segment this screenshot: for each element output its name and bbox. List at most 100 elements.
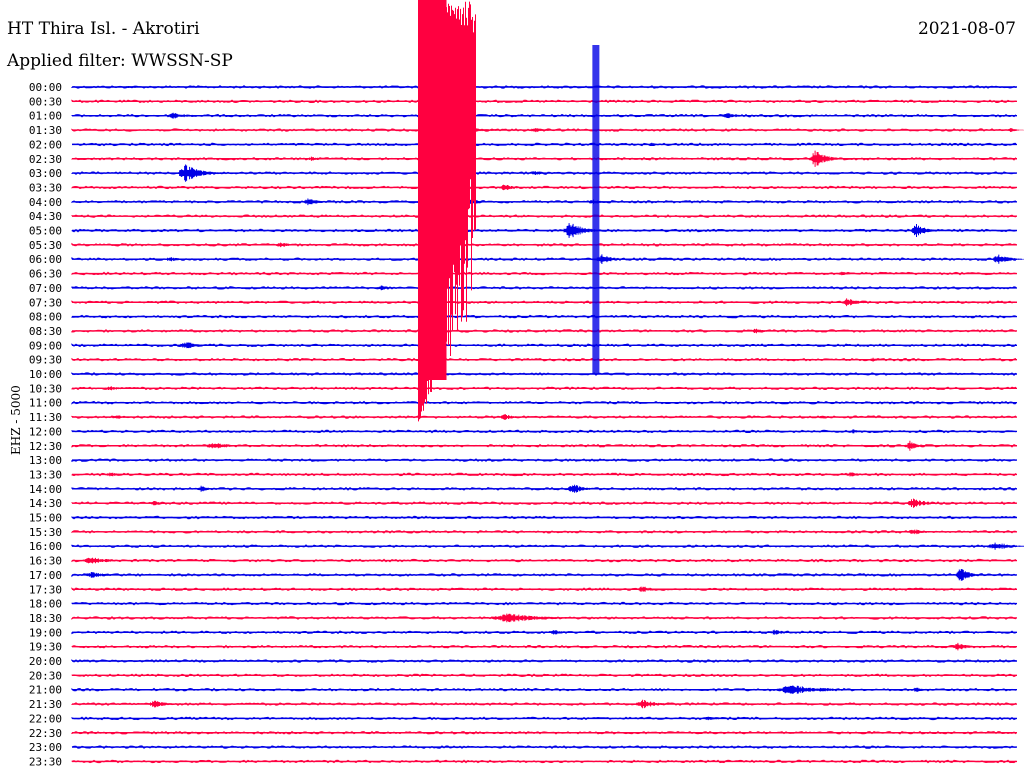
event-29 <box>104 386 141 391</box>
time-label-1530: 15:30 <box>29 526 62 539</box>
event-21 <box>595 254 633 264</box>
event-20 <box>165 257 196 262</box>
event-1 <box>165 112 211 119</box>
time-label-0400: 04:00 <box>29 196 62 209</box>
time-label-0800: 08:00 <box>29 311 62 324</box>
station-title: HT Thira Isl. - Akrotiri <box>7 19 200 39</box>
event-45 <box>83 572 129 578</box>
time-label-1700: 17:00 <box>29 569 62 582</box>
time-label-1630: 16:30 <box>29 555 62 568</box>
event-34 <box>204 443 261 449</box>
time-label-0500: 05:00 <box>29 225 62 238</box>
event-50 <box>768 629 806 635</box>
time-label-2100: 21:00 <box>29 684 62 697</box>
time-label-1330: 13:30 <box>29 468 62 481</box>
event-27 <box>178 342 224 349</box>
event-51 <box>951 642 989 651</box>
event-32 <box>819 415 838 419</box>
event-19 <box>274 242 312 248</box>
time-label-1000: 10:00 <box>29 368 62 381</box>
time-label-1230: 12:30 <box>29 440 62 453</box>
time-label-1130: 11:30 <box>29 411 62 424</box>
event-42 <box>907 529 945 535</box>
event-11 <box>177 164 230 182</box>
time-label-1930: 19:30 <box>29 641 62 654</box>
time-label-0530: 05:30 <box>29 239 62 252</box>
event-54 <box>148 700 186 708</box>
event-55 <box>635 699 681 709</box>
time-label-1430: 14:30 <box>29 497 62 510</box>
time-label-2130: 21:30 <box>29 698 62 711</box>
time-label-0900: 09:00 <box>29 339 62 352</box>
time-label-0100: 01:00 <box>29 110 62 123</box>
time-label-2200: 22:00 <box>29 712 62 725</box>
time-label-0830: 08:30 <box>29 325 62 338</box>
event-56 <box>703 716 734 721</box>
time-label-0030: 00:30 <box>29 95 62 108</box>
time-label-1830: 18:30 <box>29 612 62 625</box>
time-label-2000: 20:00 <box>29 655 62 668</box>
event-52 <box>771 685 885 694</box>
time-label-0930: 09:30 <box>29 354 62 367</box>
filter-label: Applied filter: WWSSN-SP <box>7 51 233 71</box>
time-label-1500: 15:00 <box>29 512 62 525</box>
event-10 <box>809 150 847 167</box>
event-48 <box>488 613 602 623</box>
event-26 <box>751 328 781 334</box>
event-46 <box>955 569 986 581</box>
date-label: 2021-08-07 <box>917 19 1016 39</box>
event-38 <box>196 485 227 492</box>
time-label-0630: 06:30 <box>29 268 62 281</box>
event-40 <box>148 501 186 506</box>
event-49 <box>548 630 586 635</box>
event-2 <box>721 113 759 119</box>
time-label-0430: 04:30 <box>29 210 62 223</box>
event-43 <box>986 542 1024 550</box>
time-label-1030: 10:30 <box>29 382 62 395</box>
second-earthquake-spike <box>592 45 600 374</box>
event-47 <box>637 586 668 592</box>
time-label-1400: 14:00 <box>29 483 62 496</box>
event-33 <box>849 429 876 434</box>
time-label-1200: 12:00 <box>29 425 62 438</box>
event-37 <box>845 472 876 477</box>
event-44 <box>82 557 138 564</box>
time-label-0130: 01:30 <box>29 124 62 137</box>
event-18 <box>911 224 945 237</box>
event-36 <box>105 472 136 477</box>
event-30 <box>110 415 148 419</box>
event-9 <box>723 157 746 160</box>
event-17 <box>562 223 608 238</box>
seismogram-traces <box>71 85 1017 764</box>
event-53 <box>912 687 939 692</box>
event-12 <box>531 171 558 175</box>
event-35 <box>905 440 936 451</box>
event-41 <box>906 498 951 508</box>
time-label-1100: 11:00 <box>29 397 62 410</box>
time-label-2230: 22:30 <box>29 727 62 740</box>
seismogram-events <box>82 0 1024 721</box>
event-0 <box>122 86 160 88</box>
event-4 <box>529 128 567 133</box>
main-earthquake-saturation <box>418 0 447 380</box>
event-31 <box>499 414 529 420</box>
time-label-0200: 02:00 <box>29 138 62 151</box>
time-label-0300: 03:00 <box>29 167 62 180</box>
time-label-0600: 06:00 <box>29 253 62 266</box>
time-label-0700: 07:00 <box>29 282 62 295</box>
time-label-0730: 07:30 <box>29 296 62 309</box>
time-label-2330: 23:30 <box>29 755 62 768</box>
event-24 <box>376 285 403 291</box>
time-label-1300: 13:00 <box>29 454 62 467</box>
event-39 <box>567 484 605 493</box>
time-label-1900: 19:00 <box>29 626 62 639</box>
time-label-0230: 02:30 <box>29 153 62 166</box>
event-22 <box>992 254 1024 264</box>
time-label-2300: 23:00 <box>29 741 62 754</box>
event-23 <box>837 271 860 276</box>
time-label-1800: 18:00 <box>29 598 62 611</box>
time-label-1730: 17:30 <box>29 583 62 596</box>
event-7 <box>648 142 671 146</box>
